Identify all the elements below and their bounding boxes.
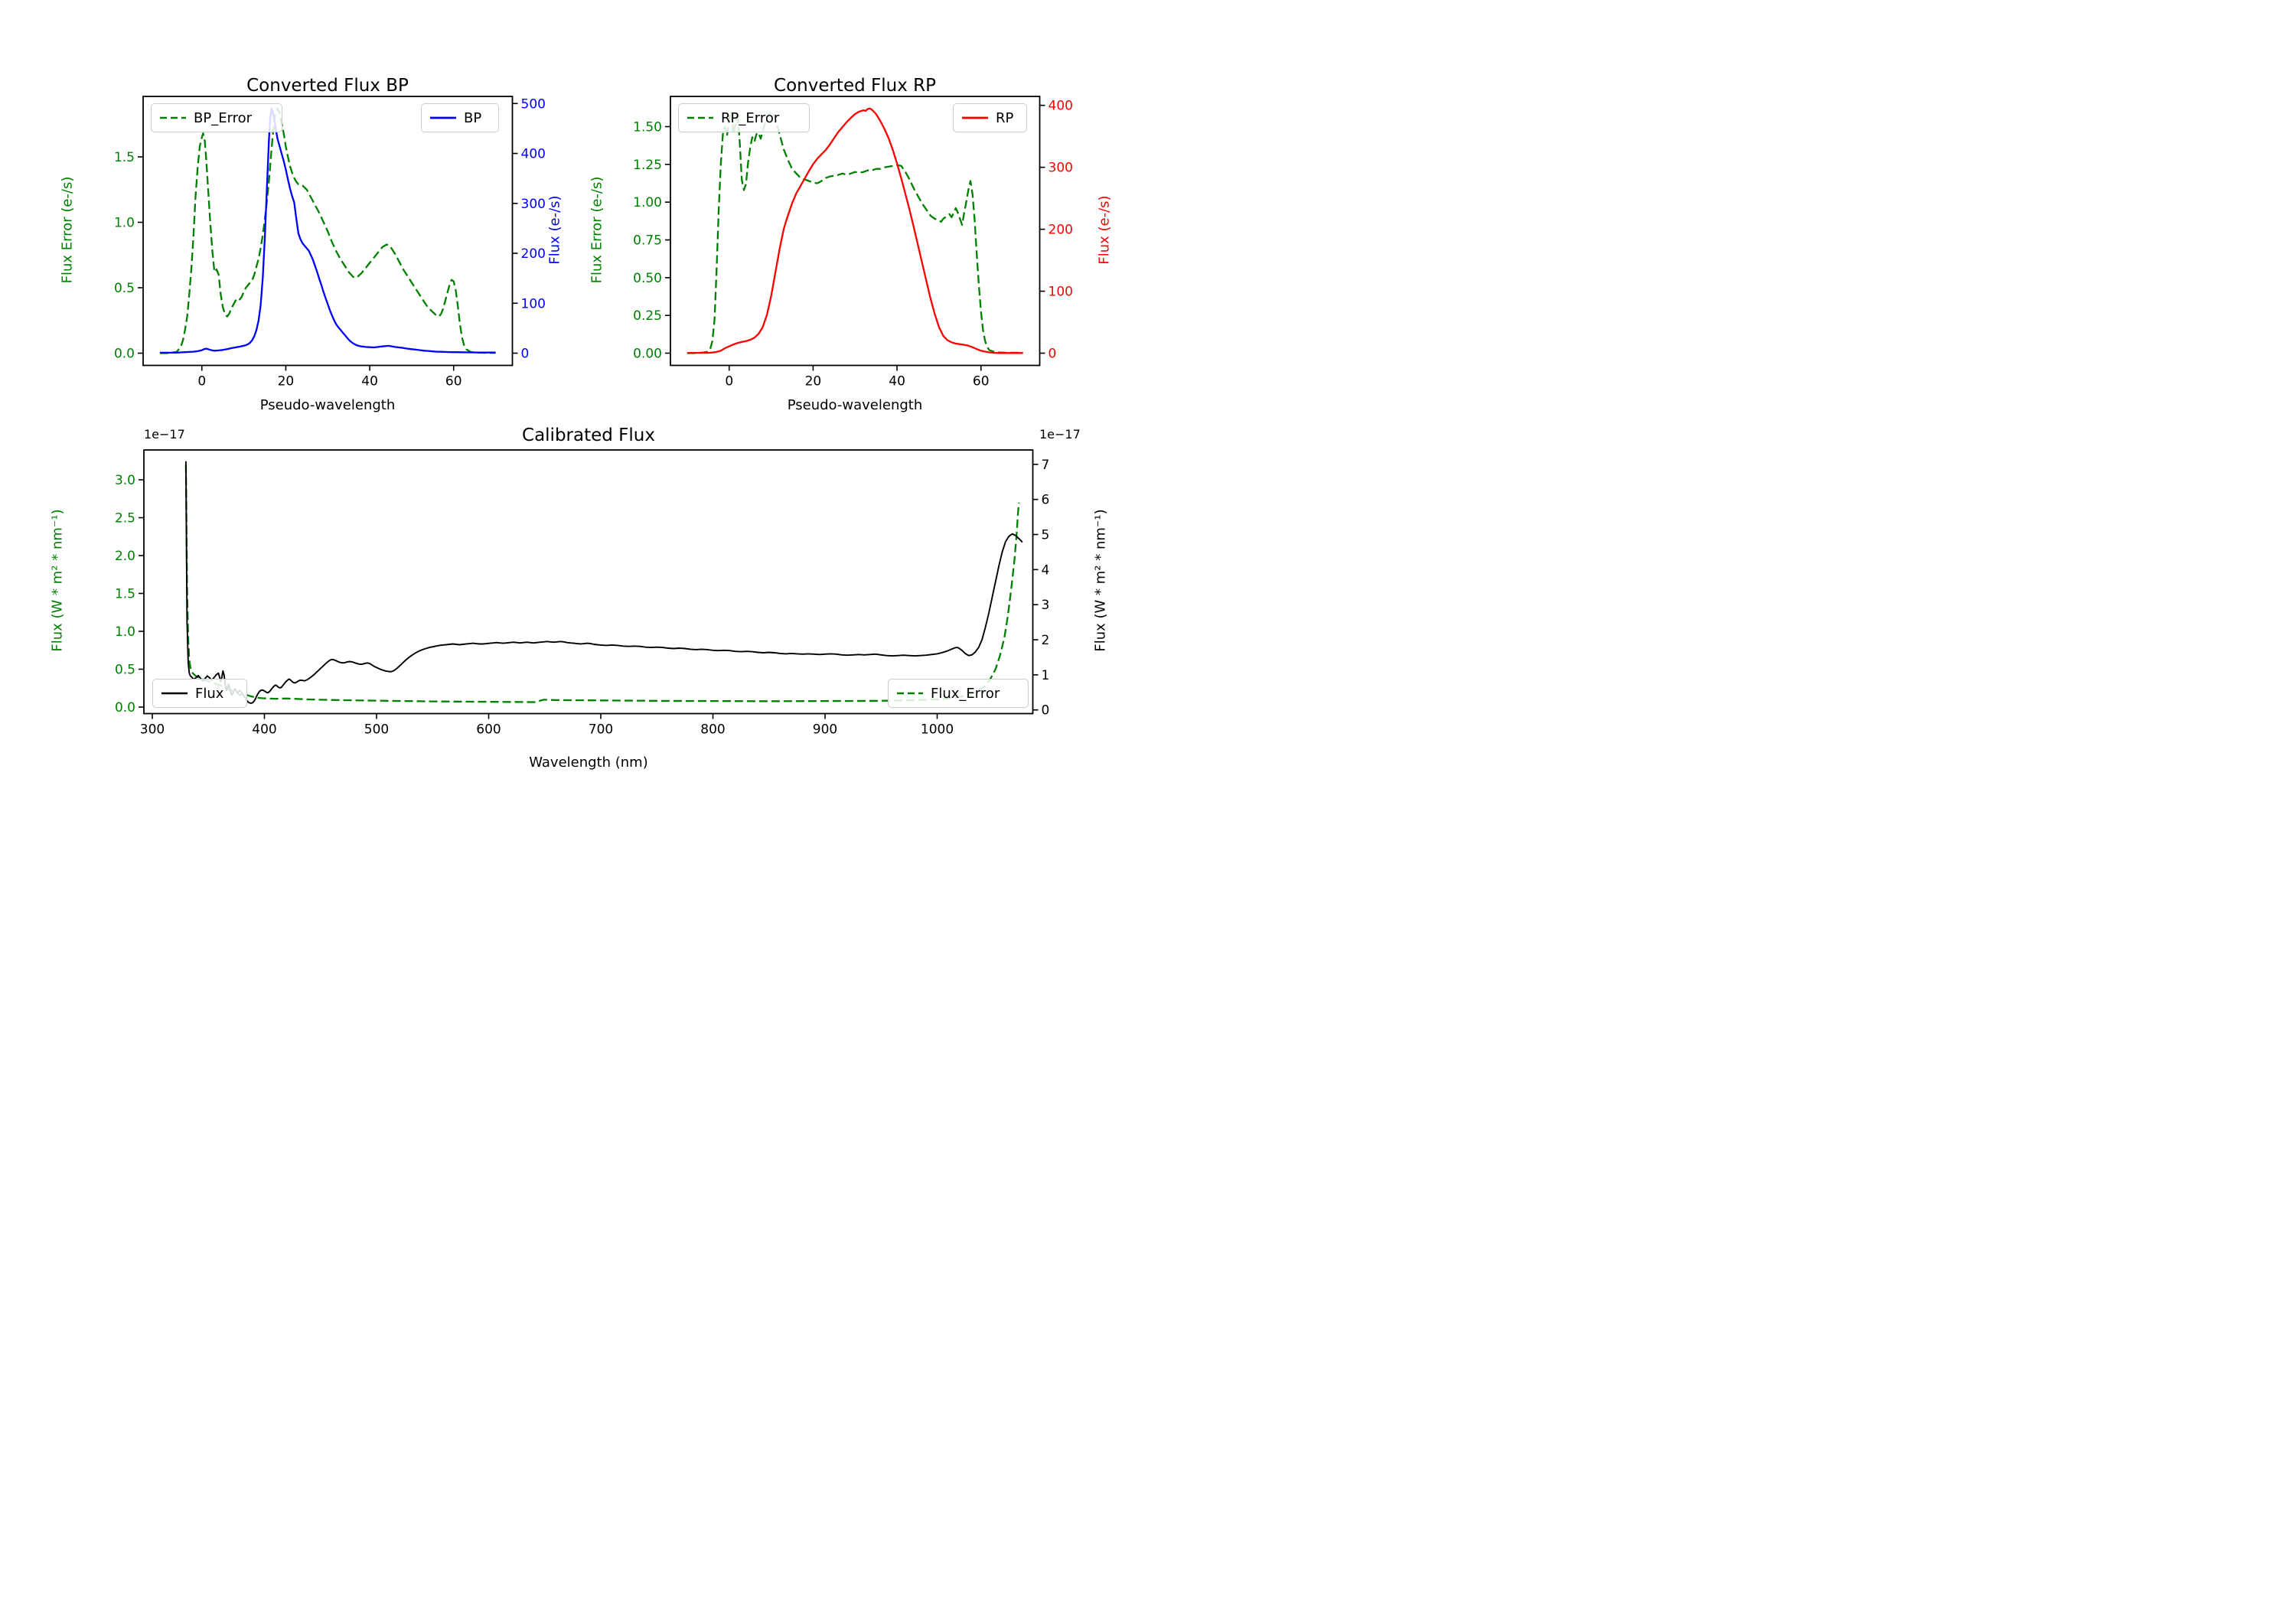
rp-error-legend-line-icon	[687, 116, 713, 119]
cal-left-tick-label: 0.0	[115, 700, 135, 715]
cal-yaxis-right-label: Flux (W * m² * nm⁻¹)	[1092, 509, 1109, 652]
flux-error-legend-line-icon	[897, 692, 923, 695]
cal-series-flux	[184, 461, 1023, 704]
cal-x-tick-label: 1000	[921, 722, 954, 738]
rp-chart-title: Converted Flux RP	[774, 76, 936, 96]
bp-legend-label: BP	[464, 109, 482, 126]
bp-series-bp	[159, 107, 496, 354]
bp-left-tick-label: 1.5	[114, 150, 135, 165]
bp-right-tick-label: 400	[521, 147, 546, 162]
bp-x-tick-label: 0	[197, 374, 206, 390]
bp-left-tick-label: 1.0	[114, 216, 135, 231]
bp-right-tick-label: 0	[521, 347, 530, 362]
cal-right-tick-label: 6	[1042, 493, 1050, 508]
cal-x-tick-label: 700	[589, 722, 613, 738]
cal-right-tick-label: 1	[1042, 668, 1050, 683]
bp-right-tick-label: 200	[521, 246, 546, 262]
rp-right-tick-label: 400	[1049, 99, 1073, 114]
rp-right-tick-label: 200	[1049, 223, 1073, 238]
bp-legend-line-icon	[430, 116, 456, 119]
rp-left-tick-label: 1.00	[633, 195, 662, 210]
rp-left-tick-label: 0.50	[633, 271, 662, 286]
rp-x-tick-label: 40	[889, 374, 905, 390]
rp-left-tick-label: 0.75	[633, 233, 662, 248]
bp-right-tick-label: 300	[521, 197, 546, 212]
rp-left-tick-label: 0.25	[633, 308, 662, 324]
cal-x-tick-label: 600	[476, 722, 501, 738]
rp-left-tick-label: 0.00	[633, 347, 662, 362]
bp-yaxis-right-label: Flux (e-/s)	[546, 195, 563, 265]
flux-error-legend[interactable]: Flux_Error	[888, 679, 1029, 708]
cal-right-tick-label: 7	[1042, 458, 1050, 473]
rp-left-tick-label: 1.50	[633, 119, 662, 135]
rp-series-rp_error	[687, 110, 1023, 354]
bp-legend[interactable]: BP	[421, 103, 499, 132]
cal-x-tick-label: 500	[364, 722, 389, 738]
cal-left-tick-label: 1.0	[115, 624, 135, 640]
cal-chart-title: Calibrated Flux	[522, 425, 655, 445]
rp-xaxis-label: Pseudo-wavelength	[787, 397, 923, 413]
bp-error-legend[interactable]: BP_Error	[151, 103, 282, 132]
rp-left-tick-label: 1.25	[633, 158, 662, 173]
cal-xaxis-label: Wavelength (nm)	[529, 755, 648, 771]
cal-left-tick-label: 3.0	[115, 473, 135, 488]
bp-x-tick-label: 60	[445, 374, 462, 390]
rp-legend[interactable]: RP	[953, 103, 1027, 132]
cal-right-tick-label: 4	[1042, 562, 1050, 578]
bp-chart-title: Converted Flux BP	[246, 76, 409, 96]
cal-left-tick-label: 1.5	[115, 586, 135, 601]
rp-yaxis-left-label: Flux Error (e-/s)	[589, 176, 605, 284]
cal-right-tick-label: 5	[1042, 527, 1050, 543]
rp-x-tick-label: 20	[805, 374, 822, 390]
bp-left-tick-label: 0.5	[114, 281, 135, 296]
rp-x-tick-label: 60	[973, 374, 990, 390]
flux-error-legend-label: Flux_Error	[931, 685, 1000, 702]
cal-plot-frame	[143, 449, 1034, 715]
bp-x-tick-label: 40	[361, 374, 378, 390]
bp-right-tick-label: 100	[521, 296, 546, 311]
cal-left-offset-label: 1e−17	[144, 427, 185, 442]
bp-yaxis-left-label: Flux Error (e-/s)	[59, 176, 76, 284]
cal-left-tick-label: 2.0	[115, 549, 135, 564]
rp-error-legend-label: RP_Error	[721, 109, 780, 126]
cal-left-tick-label: 2.5	[115, 511, 135, 526]
cal-x-tick-label: 300	[140, 722, 165, 738]
bp-xaxis-label: Pseudo-wavelength	[259, 397, 396, 413]
cal-x-tick-label: 800	[700, 722, 725, 738]
cal-right-tick-label: 2	[1042, 633, 1050, 648]
rp-legend-line-icon	[962, 116, 988, 119]
cal-x-tick-label: 400	[252, 722, 276, 738]
rp-series-rp	[687, 107, 1023, 354]
bp-error-legend-line-icon	[160, 116, 186, 119]
flux-legend[interactable]: Flux	[152, 679, 247, 708]
cal-yaxis-left-label: Flux (W * m² * nm⁻¹)	[49, 509, 66, 652]
bp-x-tick-label: 20	[278, 374, 295, 390]
flux-legend-label: Flux	[195, 685, 224, 702]
rp-error-legend[interactable]: RP_Error	[678, 103, 810, 132]
bp-error-legend-label: BP_Error	[194, 109, 253, 126]
rp-right-tick-label: 100	[1049, 285, 1073, 300]
bp-series-bp_error	[159, 107, 496, 354]
rp-right-tick-label: 300	[1049, 161, 1073, 176]
rp-yaxis-right-label: Flux (e-/s)	[1096, 195, 1113, 265]
cal-left-tick-label: 0.5	[115, 662, 135, 677]
bp-right-tick-label: 500	[521, 96, 546, 112]
rp-x-tick-label: 0	[725, 374, 733, 390]
cal-right-tick-label: 3	[1042, 598, 1050, 613]
cal-series-flux_error	[184, 464, 1020, 703]
rp-legend-label: RP	[996, 109, 1014, 126]
rp-right-tick-label: 0	[1049, 347, 1057, 362]
cal-right-tick-label: 0	[1042, 703, 1050, 719]
bp-left-tick-label: 0.0	[114, 347, 135, 362]
flux-legend-line-icon	[161, 692, 188, 695]
rp-plot-frame	[670, 96, 1041, 367]
bp-plot-frame	[142, 96, 514, 367]
figure-canvas: 0 20 40 60 0.0 0.5 1.0 1.5 0 100 200 300 400 500 0 20 40…	[0, 0, 1148, 804]
cal-right-offset-label: 1e−17	[1039, 427, 1081, 442]
cal-x-tick-label: 900	[813, 722, 837, 738]
